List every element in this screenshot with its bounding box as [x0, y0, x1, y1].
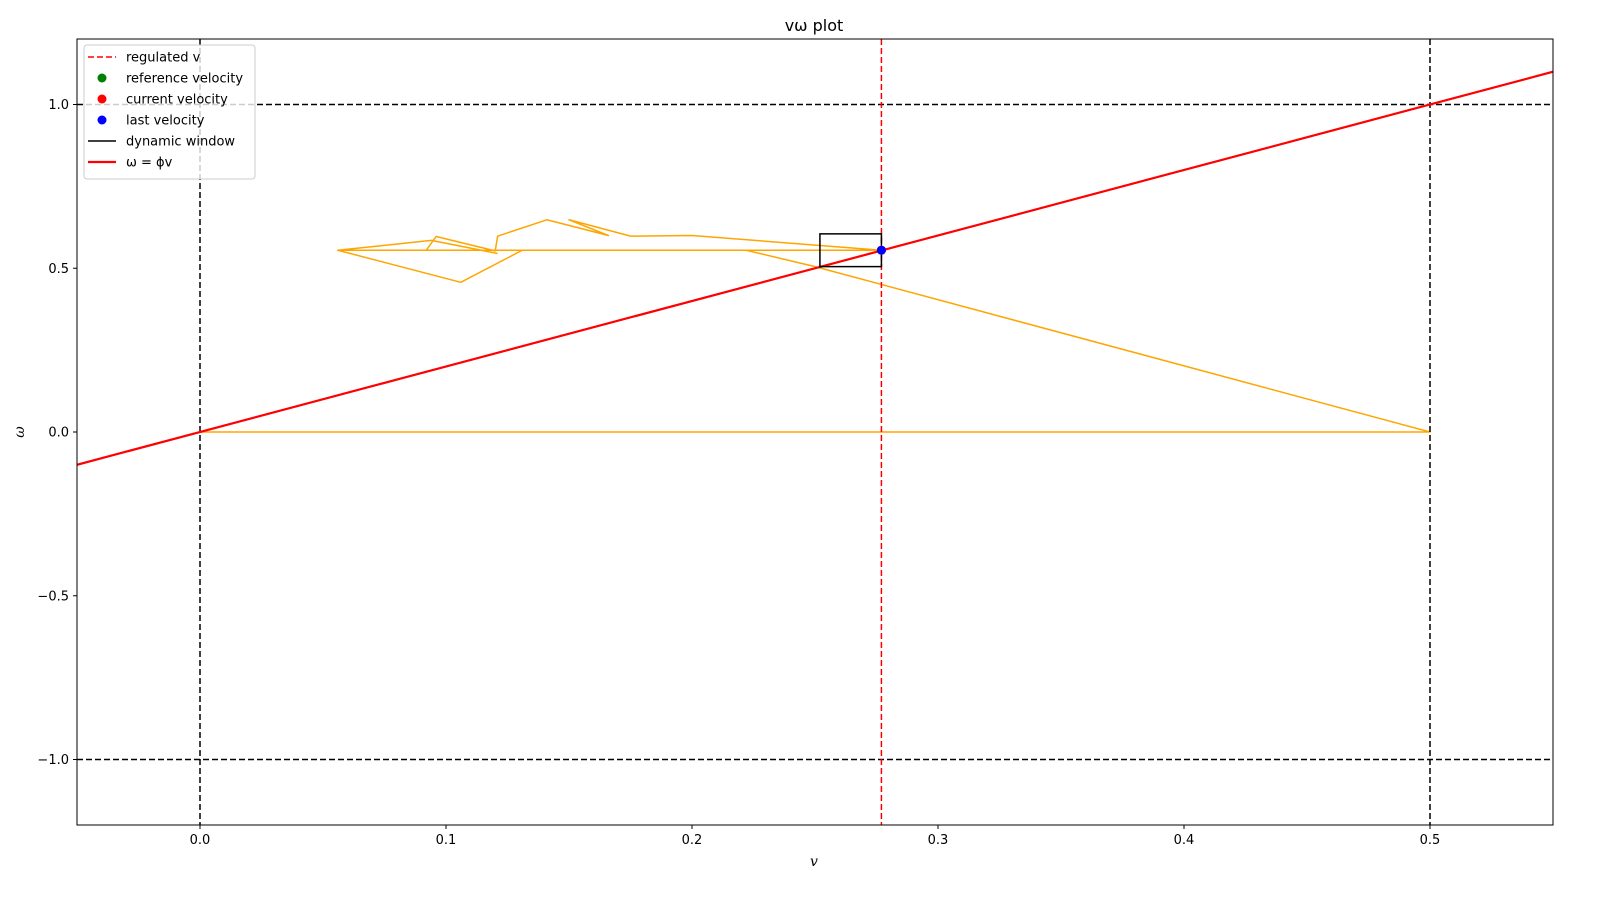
x-tick-label: 0.3 — [928, 833, 949, 848]
legend-item: reference velocity — [97, 72, 243, 87]
legend-label: reference velocity — [126, 72, 243, 87]
legend-label: last velocity — [126, 114, 205, 129]
y-tick-label: 1.0 — [48, 98, 69, 113]
x-tick-label: 0.1 — [436, 833, 457, 848]
legend-item: ω = ϕv — [88, 156, 173, 171]
legend-box — [83, 44, 256, 180]
x-tick-label: 0.0 — [190, 833, 211, 848]
legend-item: current velocity — [97, 93, 228, 108]
x-tick-label: 0.4 — [1174, 833, 1195, 848]
velocity-trajectory — [200, 219, 1431, 433]
legend-item: last velocity — [97, 114, 205, 129]
legend-item: regulated v — [88, 51, 201, 66]
legend-marker — [97, 94, 107, 104]
y-tick-label: 0.5 — [48, 262, 69, 277]
chart-title: vω plot — [785, 16, 844, 35]
omega-phi-v-line — [77, 70, 1553, 466]
y-tick-label: −1.0 — [37, 753, 69, 768]
legend-label: current velocity — [126, 93, 228, 108]
y-tick-label: 0.0 — [48, 426, 69, 441]
x-tick-label: 0.2 — [682, 833, 703, 848]
y-axis-label: ω — [12, 426, 28, 438]
legend-marker — [97, 115, 107, 125]
plot-area: 0.0 0.1 0.2 0.3 0.4 0.5 −1.0 −0.5 0.0 0.5 1.0 — [37, 38, 1554, 848]
legend: regulated v reference velocity current vel… — [83, 44, 256, 180]
y-tick-label: −0.5 — [37, 589, 69, 604]
last-velocity-point — [876, 245, 886, 255]
legend-marker — [97, 73, 107, 83]
x-tick-label: 0.5 — [1420, 833, 1441, 848]
legend-label: dynamic window — [126, 135, 235, 150]
legend-item: dynamic window — [88, 135, 235, 150]
legend-label: regulated v — [126, 51, 201, 66]
legend-label: ω = ϕv — [126, 156, 173, 171]
x-axis-label: v — [810, 854, 818, 870]
